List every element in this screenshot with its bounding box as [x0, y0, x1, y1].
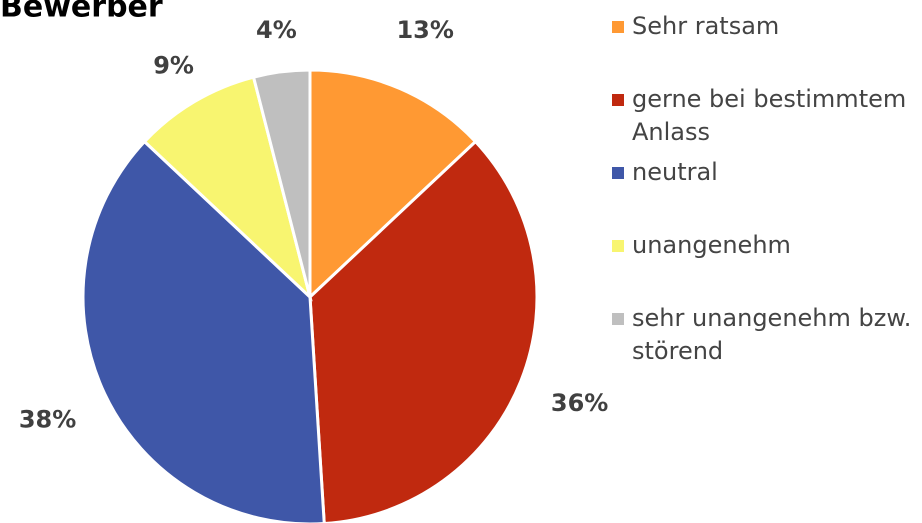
- legend-item: Sehr ratsam: [610, 10, 915, 83]
- pie-slice: [251, 68, 312, 298]
- legend-label: Sehr ratsam: [632, 12, 780, 40]
- legend-item: neutral: [610, 156, 915, 229]
- data-label: 9%: [153, 51, 194, 79]
- legend-item: unangenehm: [610, 229, 915, 302]
- pie-slice: [142, 75, 313, 302]
- legend-label: gerne bei bestimmtem Anlass: [632, 85, 907, 146]
- pie-slice: [81, 139, 326, 523]
- pie-slice: [308, 68, 478, 301]
- data-label: 38%: [19, 405, 76, 433]
- pie-area: Bewerber 13% 36% 38% 9% 4%: [0, 0, 608, 523]
- legend-item: gerne bei bestimmtem Anlass: [610, 83, 915, 156]
- data-label: 36%: [551, 389, 608, 417]
- data-label: 13%: [396, 16, 453, 44]
- data-label: 4%: [256, 16, 297, 44]
- legend: Sehr ratsam gerne bei bestimmtem Anlass ne…: [610, 10, 915, 375]
- legend-label: sehr unangenehm bzw. störend: [632, 304, 912, 365]
- legend-swatch: [612, 167, 624, 179]
- legend-item: sehr unangenehm bzw. störend: [610, 302, 915, 375]
- pie-slice: [308, 139, 539, 523]
- legend-swatch: [612, 313, 624, 325]
- chart-title: Bewerber: [0, 0, 163, 25]
- legend-swatch: [612, 21, 624, 33]
- legend-label: unangenehm: [632, 231, 791, 259]
- legend-swatch: [612, 240, 624, 252]
- legend-label: neutral: [632, 158, 718, 186]
- legend-swatch: [612, 94, 624, 106]
